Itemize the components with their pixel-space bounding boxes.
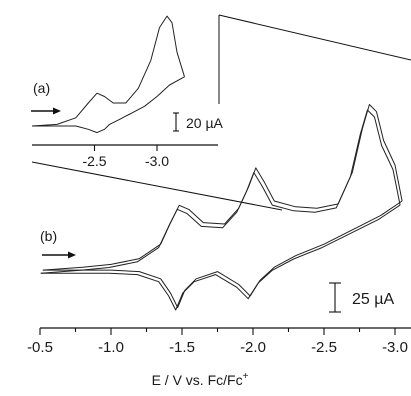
curves-b <box>40 104 403 311</box>
zoom-connector-bottom <box>31 161 283 211</box>
x-tick-label-b: -2.0 <box>240 339 266 356</box>
x-tick-label-b: -1.0 <box>98 339 124 356</box>
x-tick-label-b: -1.5 <box>169 339 195 356</box>
scale-bar-label-a: 20 µA <box>186 115 224 131</box>
scale-bar-a <box>173 112 179 132</box>
sweep-direction-arrow-a <box>31 107 61 115</box>
x-tick-label-b: -2.5 <box>311 339 337 356</box>
x-axis-title: E / V vs. Fc/Fc+ <box>152 371 249 388</box>
cv-series-b-forward-scan2 <box>40 109 401 274</box>
sweep-direction-arrow-b <box>42 251 76 259</box>
cv-series-b-reverse-scan2 <box>40 204 401 311</box>
x-axis-a: -2.5 -3.0 <box>32 144 218 169</box>
panel-label-b: (b) <box>40 228 57 244</box>
cv-series-a-reverse <box>32 76 185 134</box>
scale-bar-label-b: 25 µA <box>352 291 394 308</box>
cv-series-b-reverse-scan1 <box>42 200 403 309</box>
zoom-connector-lines <box>31 14 411 211</box>
curves-a <box>31 15 185 134</box>
cv-series-a-forward <box>31 15 185 127</box>
x-tick-label-b: -0.5 <box>27 339 53 356</box>
scale-bar-b <box>329 282 341 313</box>
x-tick-label-b: -3.0 <box>382 339 408 356</box>
x-tick-label-a: -2.5 <box>82 153 106 169</box>
x-tick-label-a: -3.0 <box>145 153 169 169</box>
x-axis-b: -0.5 -1.0 -1.5 -2.0 -2.5 -3.0 <box>27 327 411 356</box>
zoom-connector-top <box>218 14 411 61</box>
panel-label-a: (a) <box>33 80 50 96</box>
